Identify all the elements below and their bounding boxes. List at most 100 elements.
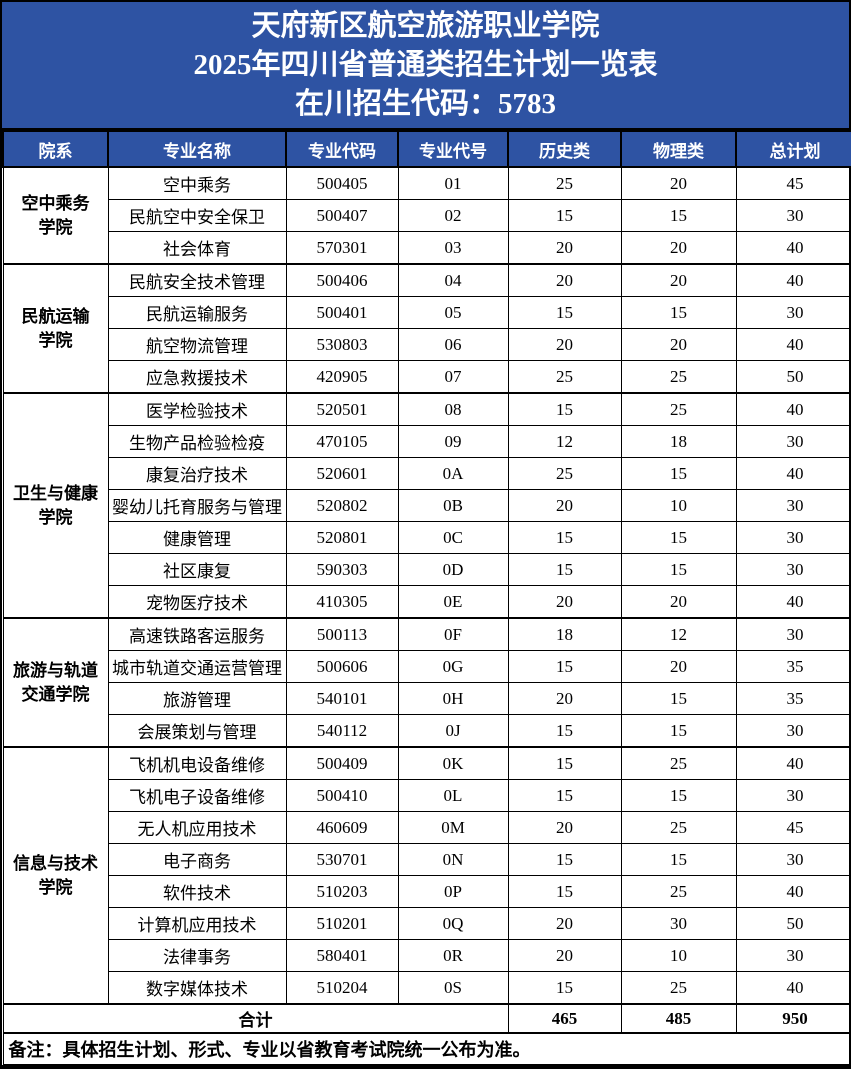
no-cell: 08 [397, 392, 509, 426]
code-cell: 530701 [285, 843, 399, 876]
code-cell: 530803 [285, 328, 399, 361]
major-name-cell: 计算机应用技术 [107, 907, 287, 940]
table-row: 生物产品检验检疫 470105 09 12 18 30 [3, 425, 851, 458]
total-cell: 40 [735, 263, 851, 297]
table-row: 计算机应用技术 510201 0Q 20 30 50 [3, 907, 851, 940]
code-cell: 520601 [285, 457, 399, 490]
table-row: 宠物医疗技术 410305 0E 20 20 40 [3, 585, 851, 619]
no-cell: 06 [397, 328, 509, 361]
major-name-cell: 软件技术 [107, 875, 287, 908]
page-title: 2025年四川省普通类招生计划一览表 [193, 49, 658, 81]
major-name-cell: 飞机机电设备维修 [107, 746, 287, 780]
physics-cell: 10 [620, 939, 737, 972]
total-cell: 35 [735, 650, 851, 683]
major-name-cell: 宠物医疗技术 [107, 585, 287, 619]
code-cell: 500405 [285, 166, 399, 200]
major-name-cell: 生物产品检验检疫 [107, 425, 287, 458]
major-name-cell: 康复治疗技术 [107, 457, 287, 490]
column-header-total: 总计划 [735, 130, 851, 168]
no-cell: 0E [397, 585, 509, 619]
physics-cell: 20 [620, 231, 737, 265]
physics-cell: 15 [620, 457, 737, 490]
code-cell: 500406 [285, 263, 399, 297]
total-cell: 30 [735, 296, 851, 329]
total-cell: 30 [735, 489, 851, 522]
total-cell: 30 [735, 617, 851, 651]
college-cell: 卫生与健康 学院 [2, 392, 109, 619]
code-cell: 460609 [285, 811, 399, 844]
column-header-history: 历史类 [507, 130, 622, 168]
code-cell: 540112 [285, 714, 399, 748]
no-cell: 03 [397, 231, 509, 265]
history-cell: 15 [507, 553, 622, 586]
total-cell: 50 [735, 360, 851, 394]
major-name-cell: 会展策划与管理 [107, 714, 287, 748]
physics-cell: 20 [620, 650, 737, 683]
total-cell: 40 [735, 746, 851, 780]
no-cell: 0L [397, 779, 509, 812]
major-name-cell: 健康管理 [107, 521, 287, 554]
major-name-cell: 飞机电子设备维修 [107, 779, 287, 812]
history-cell: 25 [507, 166, 622, 200]
plan-table-body: 空中乘务 学院 空中乘务 500405 01 25 20 45 民航空中安全保卫 500407 0… [2, 166, 851, 1005]
note-row: 备注：具体招生计划、形式、专业以省教育考试院统一公布为准。 [2, 1032, 851, 1065]
table-row: 婴幼儿托育服务与管理 520802 0B 20 10 30 [3, 489, 851, 522]
plan-table: 院系 专业名称 专业代码 专业代号 历史类 物理类 总计划 空中乘务 学院 空中乘… [2, 130, 851, 1065]
table-row: 信息与技术 学院 飞机机电设备维修 500409 0K 15 25 40 [2, 746, 851, 1005]
major-name-cell: 民航运输服务 [107, 296, 287, 329]
admission-code: 在川招生代码：5783 [294, 88, 556, 120]
code-cell: 500407 [285, 199, 399, 232]
history-cell: 15 [507, 971, 622, 1005]
code-cell: 580401 [285, 939, 399, 972]
summary-label-cell: 合计 [2, 1003, 509, 1034]
code-cell: 420905 [285, 360, 399, 394]
major-name-cell: 空中乘务 [107, 166, 287, 200]
history-cell: 15 [507, 843, 622, 876]
physics-cell: 12 [620, 617, 737, 651]
code-cell: 510201 [285, 907, 399, 940]
table-row: 社会体育 570301 03 20 20 40 [3, 231, 851, 265]
summary-total-cell: 950 [735, 1003, 851, 1034]
code-cell: 520802 [285, 489, 399, 522]
summary-history-cell: 465 [507, 1003, 622, 1034]
total-cell: 40 [735, 585, 851, 619]
no-cell: 0C [397, 521, 509, 554]
history-cell: 20 [507, 231, 622, 265]
major-name-cell: 法律事务 [107, 939, 287, 972]
table-row: 健康管理 520801 0C 15 15 30 [3, 521, 851, 554]
code-cell: 540101 [285, 682, 399, 715]
history-cell: 15 [507, 392, 622, 426]
history-cell: 20 [507, 489, 622, 522]
major-name-cell: 数字媒体技术 [107, 971, 287, 1005]
total-cell: 30 [735, 521, 851, 554]
physics-cell: 20 [620, 166, 737, 200]
major-name-cell: 城市轨道交通运营管理 [107, 650, 287, 683]
major-name-cell: 旅游管理 [107, 682, 287, 715]
physics-cell: 25 [620, 746, 737, 780]
code-cell: 520501 [285, 392, 399, 426]
no-cell: 0R [397, 939, 509, 972]
college-cell: 旅游与轨道 交通学院 [2, 617, 109, 748]
history-cell: 15 [507, 521, 622, 554]
code-cell: 520801 [285, 521, 399, 554]
total-cell: 40 [735, 971, 851, 1005]
major-name-cell: 无人机应用技术 [107, 811, 287, 844]
college-cell: 民航运输 学院 [2, 263, 109, 394]
column-header-major-no: 专业代号 [397, 130, 509, 168]
physics-cell: 15 [620, 682, 737, 715]
title-block: 天府新区航空旅游职业学院 2025年四川省普通类招生计划一览表 在川招生代码：5… [2, 2, 849, 130]
no-cell: 0Q [397, 907, 509, 940]
column-header-major-code: 专业代码 [285, 130, 399, 168]
major-name-cell: 高速铁路客运服务 [107, 617, 287, 651]
major-name-cell: 民航安全技术管理 [107, 263, 287, 297]
no-cell: 0H [397, 682, 509, 715]
total-cell: 40 [735, 231, 851, 265]
code-cell: 410305 [285, 585, 399, 619]
physics-cell: 25 [620, 971, 737, 1005]
summary-physics-cell: 485 [620, 1003, 737, 1034]
no-cell: 0D [397, 553, 509, 586]
college-cell: 空中乘务 学院 [2, 166, 109, 265]
no-cell: 04 [397, 263, 509, 297]
table-row: 法律事务 580401 0R 20 10 30 [3, 939, 851, 972]
table-row: 民航运输服务 500401 05 15 15 30 [3, 296, 851, 329]
